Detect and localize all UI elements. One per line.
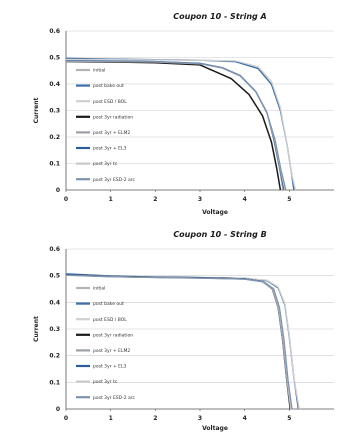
x-tick-label: 5 bbox=[287, 415, 291, 422]
series-line-post-3yr-radiation bbox=[65, 60, 282, 191]
legend-label: post 3yr ESD-2 arc bbox=[93, 177, 136, 183]
legend-label: post 3yr + EL3 bbox=[93, 364, 127, 370]
series-line-post-3yr-esd-2-arc bbox=[65, 60, 287, 191]
y-tick-label: 0.6 bbox=[49, 246, 60, 253]
y-tick-label: 0.3 bbox=[49, 326, 60, 333]
legend-label: post 3yr + ELM2 bbox=[93, 130, 130, 136]
x-tick-label: 1 bbox=[109, 196, 113, 203]
x-tick-label: 3 bbox=[198, 196, 202, 203]
y-tick-label: 0 bbox=[56, 406, 60, 413]
x-tick-label: 2 bbox=[153, 196, 157, 203]
y-tick-label: 0.4 bbox=[49, 81, 60, 88]
legend-label: post ESD / BOL bbox=[93, 99, 127, 105]
y-axis-label: Current bbox=[33, 97, 40, 123]
legend-label: post ESD / BOL bbox=[93, 317, 127, 323]
x-tick-label: 1 bbox=[109, 415, 113, 422]
y-axis-label: Current bbox=[33, 316, 40, 342]
x-axis-label: Voltage bbox=[202, 425, 228, 432]
legend-label: post 3yr radiation bbox=[93, 332, 133, 338]
chart-string-b: 0 0.1 0.2 0.3 0.4 0.5 0.6 0 1 2 3 4 5 initial post bak… bbox=[33, 230, 334, 432]
x-tick-label: 4 bbox=[243, 196, 247, 203]
y-tick-label: 0.3 bbox=[49, 108, 60, 115]
legend-label: initial bbox=[93, 68, 105, 74]
x-tick-label: 4 bbox=[243, 415, 247, 422]
x-tick-label: 0 bbox=[64, 415, 68, 422]
legend-label: post bake out bbox=[93, 301, 124, 307]
chart-title: Coupon 10 - String B bbox=[173, 230, 266, 239]
x-tick-label: 3 bbox=[198, 415, 202, 422]
y-tick-label: 0.5 bbox=[49, 273, 60, 280]
y-tick-label: 0.5 bbox=[49, 55, 60, 62]
y-tick-label: 0.2 bbox=[49, 353, 60, 360]
x-tick-label: 0 bbox=[64, 196, 68, 203]
y-tick-label: 0.4 bbox=[49, 299, 60, 306]
y-tick-label: 0.6 bbox=[49, 28, 60, 35]
chart-string-a: 0 0.1 0.2 0.3 0.4 0.5 0.6 0 1 2 3 4 5 initial post bak… bbox=[33, 12, 334, 216]
chart-title: Coupon 10 - String A bbox=[173, 12, 266, 21]
y-tick-label: 0.1 bbox=[49, 379, 60, 386]
legend-label: post 3yr ESD-2 arc bbox=[93, 395, 136, 401]
legend-label: post 3yr + EL3 bbox=[93, 146, 127, 152]
legend-label: post 3yr tc bbox=[93, 379, 118, 385]
x-axis-label: Voltage bbox=[202, 209, 228, 216]
x-tick-label: 2 bbox=[153, 415, 157, 422]
legend-label: post 3yr radiation bbox=[93, 114, 133, 120]
y-tick-label: 0.1 bbox=[49, 161, 60, 168]
x-tick-label: 5 bbox=[287, 196, 291, 203]
series-line-post-esd-bol bbox=[65, 58, 297, 191]
series-line-post-3yr-esd-2-arc bbox=[65, 274, 293, 410]
y-tick-label: 0.2 bbox=[49, 134, 60, 141]
legend-label: post bake out bbox=[93, 83, 124, 89]
legend-label: initial bbox=[93, 286, 105, 292]
y-tick-label: 0 bbox=[56, 187, 60, 194]
legend-label: post 3yr tc bbox=[93, 161, 118, 167]
legend-label: post 3yr + ELM2 bbox=[93, 348, 130, 354]
